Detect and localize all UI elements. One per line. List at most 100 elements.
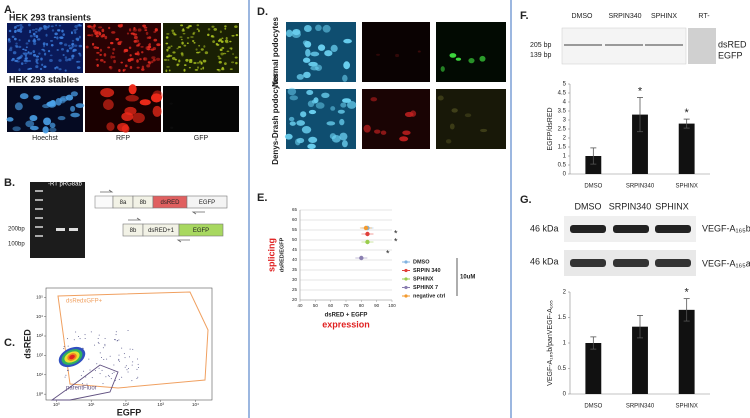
cell [78,35,81,39]
cell [343,61,351,70]
cell [197,66,199,69]
cell [111,52,115,55]
cell [142,24,147,27]
cell [19,24,23,26]
x-tick-label: SPHINX [675,184,697,190]
cell [45,33,48,37]
cell [330,106,336,111]
cell [32,32,36,36]
cell [151,93,162,103]
cell [103,53,107,57]
cell [12,126,21,132]
cell [45,42,49,46]
cell [139,58,142,61]
cell [440,66,445,72]
cell [78,44,83,48]
cell [132,28,137,32]
cell [449,53,457,58]
cell [182,32,186,35]
cell [96,63,99,67]
cell [287,87,297,96]
cell [180,24,184,27]
cell [57,115,66,121]
cell [93,46,98,49]
cell [56,66,59,70]
cell [302,40,309,46]
event [107,374,109,376]
cell [90,33,94,37]
event [118,339,120,341]
cell [33,53,37,57]
cell [168,69,171,72]
cell [110,55,113,59]
event [119,360,121,362]
cell [110,41,114,45]
cell [61,29,64,33]
cell [41,63,44,67]
cell [284,133,293,140]
cell [117,122,129,132]
y-tick-label: 1 [563,154,567,160]
ladder-band [35,226,43,228]
cell [479,55,486,62]
cell [78,52,81,55]
cell [49,127,57,133]
blot-band [570,259,606,267]
cell [129,66,133,69]
legend-swatch [404,260,408,264]
gel-header: -RT pRG8ab [48,182,82,188]
x-axis-label: expression [322,319,370,329]
event [73,339,75,341]
cell [70,54,75,58]
x-tick-label: 90 [374,303,380,308]
cell [203,45,206,48]
cell [59,41,63,45]
cell [165,36,169,39]
cell [25,59,29,63]
event [116,340,118,342]
gel-band [56,228,65,231]
cell [62,33,66,36]
cell [188,24,192,28]
event [88,358,90,360]
event [98,342,100,344]
cell [165,69,168,73]
size-label: 205 bp [530,42,552,49]
y-tick-label: 30 [292,277,298,282]
cell [194,69,199,71]
cell [186,26,190,29]
cell [70,91,78,97]
y-tick-label: 1 [563,341,567,347]
legend-label: DMSO [413,259,430,265]
cell [109,66,113,70]
cell [217,55,220,58]
cell [220,52,224,56]
ladder-band [35,208,43,210]
cell [37,28,41,32]
cell [339,118,345,126]
cell [225,41,229,44]
cell [70,112,80,118]
cell [308,61,318,67]
cell [177,46,182,49]
cell [185,58,189,62]
cell [12,51,17,55]
cell [181,41,184,45]
cell [27,68,30,71]
panel-label: A. [4,4,15,16]
y-tick-label: 0.5 [558,163,567,169]
event [67,345,69,347]
cell [98,26,103,29]
cell [212,40,216,43]
event [103,358,105,360]
cell [141,68,145,71]
micrograph [163,23,239,73]
cell [145,31,149,35]
cell [464,113,472,118]
legend-swatch [404,285,408,290]
bar [678,309,695,394]
cell [58,59,62,62]
y-tick-label: 10³ [36,333,43,338]
cell [11,35,15,39]
